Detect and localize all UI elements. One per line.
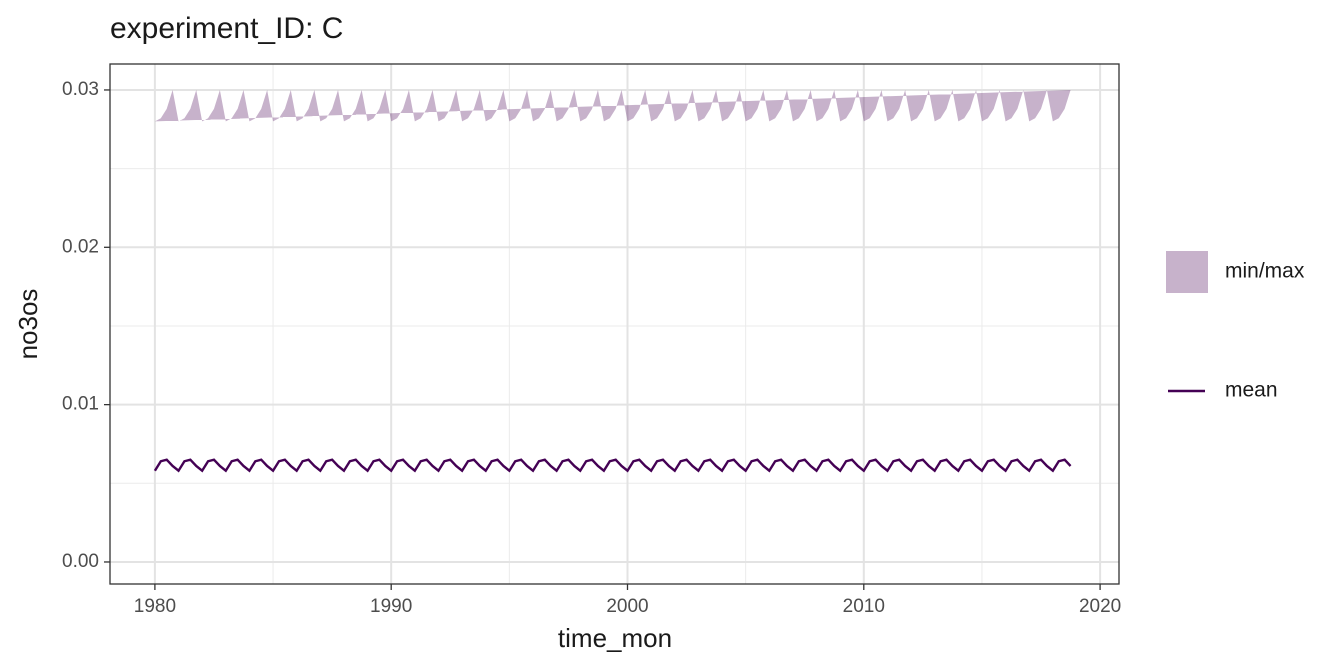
- panel-border: [109, 63, 1120, 585]
- legend: min/max mean: [1166, 251, 1305, 402]
- x-tick-label: 1990: [370, 596, 412, 617]
- y-tick-label: 0.01: [62, 394, 99, 415]
- x-tick-label: 2020: [1079, 596, 1121, 617]
- grid: [110, 64, 1119, 584]
- mean-line: [153, 458, 1072, 473]
- plot-marks: [153, 89, 1072, 473]
- y-tick-label: 0.02: [62, 236, 99, 257]
- y-axis-label: no3os: [13, 289, 43, 360]
- y-tick-label: 0.00: [62, 551, 99, 572]
- legend-label: min/max: [1225, 260, 1305, 283]
- panel-background: [110, 64, 1119, 584]
- chart-title: experiment_ID: C: [110, 12, 343, 45]
- legend-key: [1166, 251, 1208, 293]
- x-axis-label: time_mon: [558, 623, 672, 653]
- x-tick-label: 2000: [606, 596, 648, 617]
- x-tick-label: 2010: [843, 596, 885, 617]
- x-tick-label: 1980: [134, 596, 176, 617]
- axes: 0.00 0.01 0.02 0.03 1980 1990 2000 2010 2020: [62, 79, 1121, 617]
- ribbon: [154, 89, 1071, 122]
- y-tick-label: 0.03: [62, 79, 99, 100]
- legend-label: mean: [1225, 379, 1278, 402]
